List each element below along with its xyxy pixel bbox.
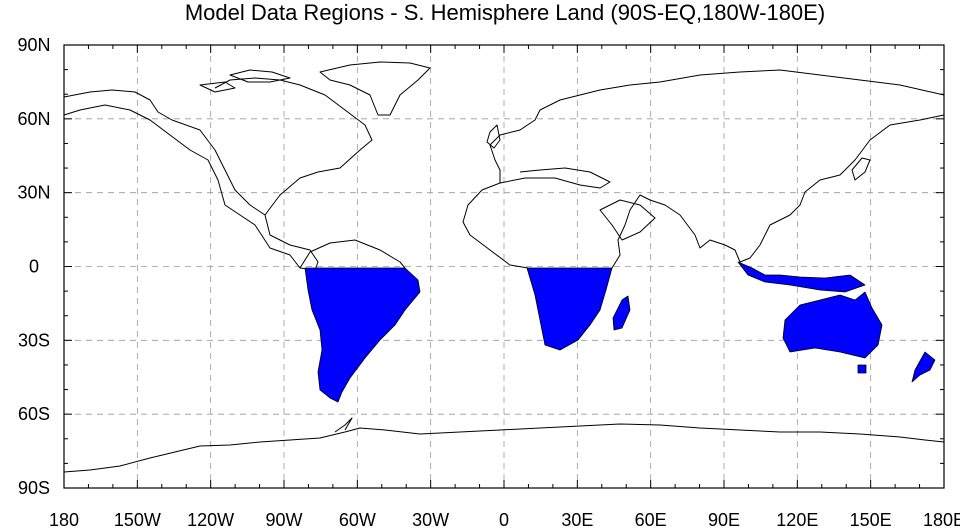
map-title: Model Data Regions - S. Hemisphere Land … xyxy=(185,0,825,25)
lat-tick-label: 30N xyxy=(17,183,50,203)
lat-tick-label: 60N xyxy=(17,109,50,129)
lon-tick-label: 150W xyxy=(114,510,161,530)
lon-tick-label: 60E xyxy=(635,510,667,530)
north-america-coastline xyxy=(63,89,319,271)
lat-tick-label: 90N xyxy=(17,35,50,55)
lat-tick-label: 30S xyxy=(18,330,50,350)
lat-tick-label: 60S xyxy=(18,404,50,424)
south-america-north-coastline xyxy=(299,239,406,269)
southern-hemisphere-land-region xyxy=(304,261,936,403)
arabia-coastline xyxy=(599,199,656,241)
australia-region xyxy=(782,291,883,359)
lat-tick-label: 0 xyxy=(29,257,39,277)
lon-tick-label: 180E xyxy=(923,510,960,530)
eurasia-africa-coastline xyxy=(462,69,945,269)
lon-tick-label: 30W xyxy=(412,510,449,530)
japan-coastline xyxy=(851,157,871,181)
lon-tick-label: 90E xyxy=(708,510,740,530)
latitude-labels: 90N 60N 30N 0 30S 60S 90S xyxy=(17,35,50,498)
graticule xyxy=(64,45,944,488)
antarctica-region xyxy=(63,417,945,473)
south-america-region xyxy=(304,267,421,403)
lon-tick-label: 30E xyxy=(561,510,593,530)
antarctic-peninsula-coastline xyxy=(334,417,353,433)
antarctica-coastline xyxy=(63,423,945,473)
lon-tick-label: 0 xyxy=(499,510,509,530)
mediterranean-coastline xyxy=(499,167,611,189)
arctic-islands-coastline xyxy=(199,69,291,93)
africa-region xyxy=(526,267,613,351)
lon-tick-label: 180 xyxy=(49,510,79,530)
tasmania-region xyxy=(857,364,867,374)
greenland-coastline xyxy=(319,61,431,116)
lat-tick-label: 90S xyxy=(18,478,50,498)
lon-tick-label: 120W xyxy=(187,510,234,530)
lon-tick-label: 60W xyxy=(339,510,376,530)
lon-tick-label: 120E xyxy=(776,510,818,530)
lon-tick-label: 150E xyxy=(850,510,892,530)
longitude-labels: 180 150W 120W 90W 60W 30W 0 30E 60E 90E 120E 150E 18… xyxy=(49,510,960,530)
north-america-east-coastline xyxy=(214,77,373,216)
lon-tick-label: 90W xyxy=(265,510,302,530)
madagascar-region xyxy=(612,295,631,331)
map-frame xyxy=(63,44,945,489)
new-zealand-region xyxy=(911,351,936,383)
british-isles-coastline xyxy=(486,124,501,149)
indonesia-region xyxy=(737,261,866,293)
